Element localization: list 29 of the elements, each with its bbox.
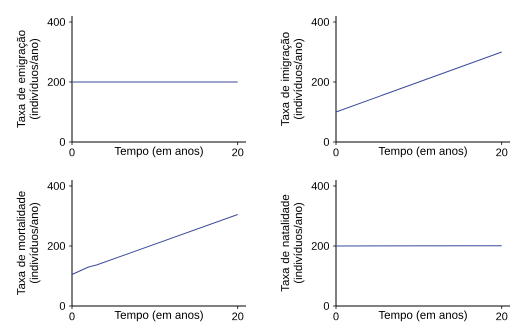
x-tick-label: 20 xyxy=(496,148,508,156)
y-tick-label: 0 xyxy=(60,138,66,146)
x-axis-title: Tempo (em anos) xyxy=(114,146,203,158)
y-tick-label: 200 xyxy=(312,78,330,86)
x-tick-label: 20 xyxy=(232,148,244,156)
x-tick-label: 0 xyxy=(333,312,339,320)
x-tick-label: 0 xyxy=(69,148,75,156)
x-axis-title: Tempo (em anos) xyxy=(114,310,203,322)
y-tick-label: 0 xyxy=(324,138,330,146)
y-tick-label: 0 xyxy=(324,302,330,310)
line-series xyxy=(72,214,238,275)
y-axis-title: Taxa de natalidade (indivíduos/ano) xyxy=(280,194,304,292)
y-tick-label: 200 xyxy=(48,242,66,250)
y-tick-label: 200 xyxy=(312,242,330,250)
y-tick-label: 400 xyxy=(47,18,66,26)
x-tick-label: 20 xyxy=(496,312,508,320)
x-tick-label: 0 xyxy=(333,148,339,156)
x-tick-label: 0 xyxy=(69,312,75,320)
y-axis-title: Taxa de emigração (indivíduos/ano) xyxy=(16,30,40,128)
y-tick-label: 400 xyxy=(311,182,330,190)
y-tick-label: 400 xyxy=(47,182,66,190)
y-tick-label: 400 xyxy=(311,18,330,26)
y-axis-title: Taxa de imigração (indivíduos/ano) xyxy=(280,32,304,126)
x-axis-title: Tempo (em anos) xyxy=(378,146,467,158)
x-axis-title: Tempo (em anos) xyxy=(378,310,467,322)
y-tick-label: 200 xyxy=(48,78,66,86)
y-tick-label: 0 xyxy=(60,302,66,310)
x-tick-label: 20 xyxy=(232,312,244,320)
y-axis-title: Taxa de mortalidade (indivíduos/ano) xyxy=(16,191,40,295)
